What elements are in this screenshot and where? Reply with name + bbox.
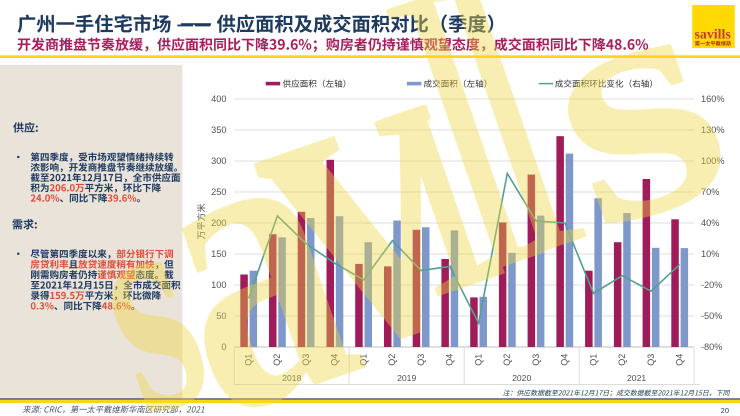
svg-text:Q1: Q1 <box>588 354 598 366</box>
svg-text:0: 0 <box>221 342 226 352</box>
svg-text:2020: 2020 <box>512 373 531 383</box>
svg-text:Q2: Q2 <box>272 354 282 366</box>
svg-text:300: 300 <box>211 156 226 166</box>
svg-text:100%: 100% <box>701 156 725 166</box>
svg-text:Q2: Q2 <box>502 354 512 366</box>
svg-text:150: 150 <box>211 249 226 259</box>
svg-text:Q1: Q1 <box>473 354 483 366</box>
svg-text:100: 100 <box>211 280 226 290</box>
svg-text:Q3: Q3 <box>531 354 541 366</box>
svg-text:250: 250 <box>211 187 226 197</box>
svg-text:2018: 2018 <box>282 373 301 383</box>
svg-text:savills: savills <box>695 27 732 42</box>
svg-text:10%: 10% <box>701 249 719 259</box>
svg-text:-20%: -20% <box>701 280 722 290</box>
svg-text:Q2: Q2 <box>617 354 627 366</box>
svg-text:Q3: Q3 <box>301 354 311 366</box>
svg-text:Q4: Q4 <box>675 354 685 366</box>
svg-text:Q3: Q3 <box>416 354 426 366</box>
svg-text:40%: 40% <box>701 218 719 228</box>
svg-text:20: 20 <box>721 406 729 415</box>
svg-text:-50%: -50% <box>701 311 722 321</box>
svg-text:160%: 160% <box>701 94 725 104</box>
svg-text:Q4: Q4 <box>445 354 455 366</box>
svg-text:200: 200 <box>211 218 226 228</box>
svg-text:Q4: Q4 <box>330 354 340 366</box>
svg-text:2021: 2021 <box>627 373 646 383</box>
svg-text:Q3: Q3 <box>646 354 656 366</box>
svg-text:50: 50 <box>216 311 226 321</box>
svg-text:350: 350 <box>211 125 226 135</box>
svg-text:Q1: Q1 <box>358 354 368 366</box>
svg-text:-80%: -80% <box>701 342 722 352</box>
svg-text:2019: 2019 <box>397 373 416 383</box>
svg-text:Q2: Q2 <box>387 354 397 366</box>
svg-text:Q1: Q1 <box>244 354 254 366</box>
svg-text:Q4: Q4 <box>560 354 570 366</box>
svg-text:130%: 130% <box>701 125 725 135</box>
svg-text:70%: 70% <box>701 187 719 197</box>
svg-text:400: 400 <box>211 94 226 104</box>
